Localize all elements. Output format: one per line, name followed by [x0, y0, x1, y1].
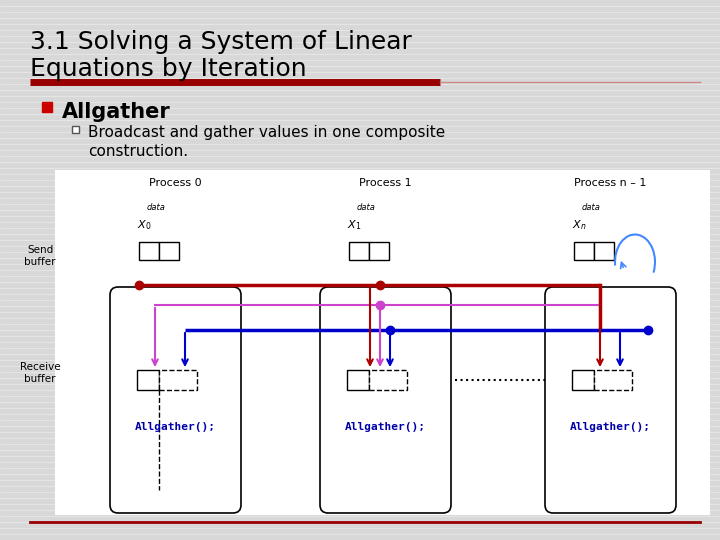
- Bar: [572, 370, 594, 390]
- Bar: [369, 370, 407, 390]
- Text: 3.1 Solving a System of Linear: 3.1 Solving a System of Linear: [30, 30, 412, 54]
- FancyBboxPatch shape: [42, 102, 52, 112]
- Bar: [349, 242, 369, 260]
- FancyBboxPatch shape: [55, 170, 710, 515]
- Bar: [574, 242, 594, 260]
- Bar: [594, 370, 632, 390]
- Text: $X_1$: $X_1$: [347, 218, 361, 232]
- Text: Process 0: Process 0: [149, 178, 202, 188]
- Text: data: data: [582, 203, 601, 212]
- FancyBboxPatch shape: [110, 287, 241, 513]
- Text: Equations by Iteration: Equations by Iteration: [30, 57, 307, 81]
- Text: Send
buffer: Send buffer: [24, 245, 55, 267]
- Text: Allgather();: Allgather();: [344, 422, 426, 432]
- Text: Allgather: Allgather: [62, 102, 171, 122]
- Text: Receive
buffer: Receive buffer: [19, 362, 60, 383]
- Text: Allgather();: Allgather();: [570, 422, 650, 432]
- Bar: [347, 370, 369, 390]
- FancyBboxPatch shape: [320, 287, 451, 513]
- Bar: [137, 370, 159, 390]
- Text: $X_0$: $X_0$: [137, 218, 151, 232]
- Text: data: data: [147, 203, 166, 212]
- Bar: [369, 242, 389, 260]
- FancyBboxPatch shape: [72, 126, 79, 133]
- FancyBboxPatch shape: [545, 287, 676, 513]
- Bar: [159, 370, 197, 390]
- Bar: [159, 242, 179, 260]
- Bar: [594, 242, 614, 260]
- Text: $X_n$: $X_n$: [572, 218, 587, 232]
- Text: Broadcast and gather values in one composite: Broadcast and gather values in one compo…: [88, 125, 445, 140]
- Bar: [139, 242, 159, 260]
- Text: Allgather();: Allgather();: [135, 422, 215, 432]
- Text: data: data: [357, 203, 376, 212]
- Text: construction.: construction.: [88, 144, 188, 159]
- Text: Process 1: Process 1: [359, 178, 411, 188]
- Text: Process n – 1: Process n – 1: [574, 178, 646, 188]
